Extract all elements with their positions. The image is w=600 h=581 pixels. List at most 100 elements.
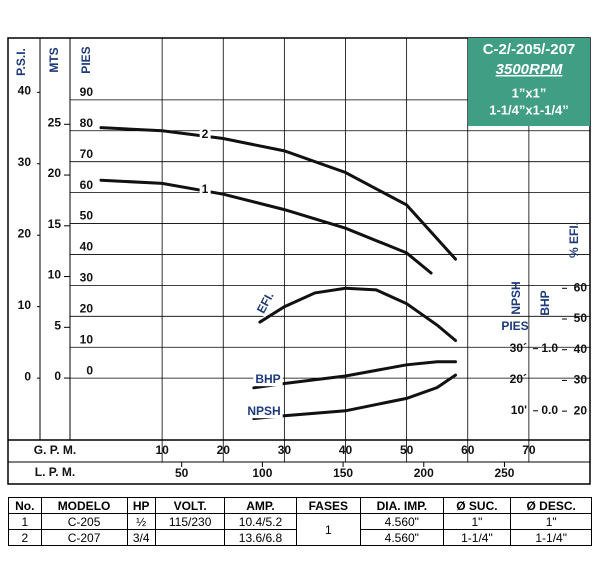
- cell: 2: [8, 529, 42, 546]
- curve-label: 1: [202, 182, 209, 196]
- x-tick-label: 50: [400, 443, 414, 457]
- cell: 115/230: [154, 513, 226, 530]
- header: FASES: [295, 497, 362, 514]
- mts-tick-label: 5: [54, 318, 61, 332]
- curve: [258, 286, 458, 342]
- efi-tick-label: 30: [574, 373, 588, 387]
- header: Ø SUC.: [442, 497, 512, 514]
- cell: 3/4: [126, 529, 156, 546]
- curve-label: 2: [202, 127, 209, 141]
- header-row: No. MODELO HP VOLT. AMP. FASES DIA. IMP.…: [8, 497, 592, 514]
- label-bg: [252, 287, 278, 318]
- y-tick-label: 20: [80, 301, 94, 315]
- header: Ø DESC.: [510, 497, 592, 514]
- x2-tick-label: 100: [252, 466, 272, 480]
- mts-tick-label: 15: [48, 217, 62, 231]
- row: 1 C-205 ½ 115/230 10.4/5.2 1 4.560" 1" 1…: [8, 513, 592, 546]
- x2-axis-label: L. P. M.: [35, 465, 75, 479]
- y-tick-label: 10: [80, 332, 94, 346]
- x2-tick-label: 50: [175, 466, 189, 480]
- chart: C-2/-205/-207 3500RPM 1”x1” 1-1/4”x1-1/4…: [7, 37, 591, 485]
- label-bg: [199, 127, 211, 142]
- row: 2 C-207 3/4 13.6/6.8 4.560" 1-1/4" 1-1/4…: [8, 529, 592, 546]
- cell: 1: [295, 513, 362, 546]
- header: No.: [8, 497, 42, 514]
- y-tick-label: 70: [80, 147, 94, 161]
- x-tick-label: 10: [155, 443, 169, 457]
- npsh-tick-label: 20´: [510, 372, 527, 386]
- label-bg: [245, 404, 283, 419]
- curve-label: NPSH: [247, 404, 280, 418]
- label-bg: [253, 372, 283, 387]
- cell: C-205: [40, 513, 128, 530]
- bhp-tick-label: 1.0: [541, 341, 558, 355]
- psi-tick-label: 30: [18, 155, 32, 169]
- bhp-tick-label: 0.0: [541, 403, 558, 417]
- frame: [7, 37, 591, 485]
- chart-title: C-2/-205/-207: [483, 41, 576, 58]
- psi-tick-label: 20: [18, 226, 32, 240]
- npsh-unit: PIES: [501, 319, 528, 333]
- y-tick-label: 90: [80, 85, 94, 99]
- psi-tick-label: 40: [18, 83, 32, 97]
- curve: [99, 126, 458, 261]
- cell: [154, 529, 226, 546]
- x2-tick-label: 200: [414, 466, 434, 480]
- cell: 1: [8, 513, 42, 530]
- size: 1”x1”: [512, 85, 547, 100]
- size: 1-1/4”x1-1/4”: [489, 102, 569, 117]
- npsh-tick-label: 10': [511, 403, 527, 417]
- cell: 13.6/6.8: [224, 529, 297, 546]
- y-tick-label: 40: [80, 240, 94, 254]
- cell: 4.560": [360, 529, 444, 546]
- y-tick-label: 30: [80, 271, 94, 285]
- x2-tick-label: 250: [494, 466, 514, 480]
- label-bg: [199, 182, 211, 197]
- mts-tick-label: 10: [48, 268, 62, 282]
- efi-label: % EFI.: [567, 222, 581, 258]
- header: DIA. IMP.: [360, 497, 444, 514]
- curve-label: BHP: [255, 372, 280, 386]
- cell: 10.4/5.2: [224, 513, 297, 530]
- y-axis-label: PIES: [79, 46, 93, 73]
- title-box: [468, 38, 590, 126]
- psi-tick-label: 0: [24, 369, 31, 383]
- x-tick-label: 60: [461, 443, 475, 457]
- y-tick-label: 50: [80, 209, 94, 223]
- npsh-label: NPSH: [509, 281, 523, 314]
- psi-label: P.S.I.: [14, 48, 28, 76]
- cell: 1-1/4": [510, 529, 592, 546]
- mts-label: MTS: [47, 47, 61, 72]
- x-tick-label: 40: [339, 443, 353, 457]
- y-tick-label: 60: [80, 178, 94, 192]
- npsh-tick-label: 30´: [510, 341, 527, 355]
- mts-tick-label: 0: [54, 369, 61, 383]
- y-tick-label: 80: [80, 116, 94, 130]
- header: AMP.: [224, 497, 297, 514]
- x2-tick-label: 150: [333, 466, 353, 480]
- cell: 1-1/4": [442, 529, 512, 546]
- cell: ½: [126, 513, 156, 530]
- spec-table: No. MODELO HP VOLT. AMP. FASES DIA. IMP.…: [8, 497, 592, 546]
- efi-tick-label: 50: [574, 311, 588, 325]
- x-tick-label: 70: [522, 443, 536, 457]
- x-tick-label: 30: [278, 443, 292, 457]
- bhp-label: BHP: [538, 290, 552, 315]
- cell: 1": [510, 513, 592, 530]
- header: MODELO: [40, 497, 128, 514]
- cell: C-207: [40, 529, 128, 546]
- cell: 1": [442, 513, 512, 530]
- mts-tick-label: 25: [48, 115, 62, 129]
- cell: 4.560": [360, 513, 444, 530]
- x-axis-label: G. P. M.: [34, 443, 76, 457]
- mts-tick-label: 20: [48, 166, 62, 180]
- x-tick-label: 20: [217, 443, 231, 457]
- header: VOLT.: [154, 497, 226, 514]
- efi-tick-label: 20: [574, 403, 588, 417]
- efi-tick-label: 60: [574, 280, 588, 294]
- y-tick-label: 0: [86, 363, 93, 377]
- efi-tick-label: 40: [574, 342, 588, 356]
- curve: [99, 178, 433, 275]
- chart-subtitle: 3500RPM: [496, 61, 563, 78]
